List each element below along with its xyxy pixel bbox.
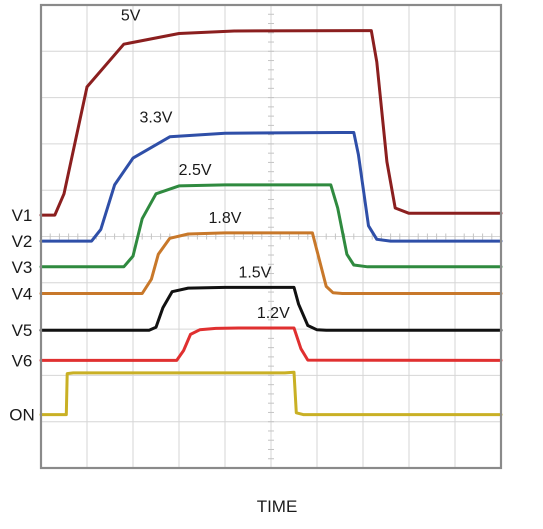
trace-v4 xyxy=(39,231,503,295)
voltage-annotation-v2: 3.3V xyxy=(140,110,173,127)
traces xyxy=(39,29,503,417)
trace-v1 xyxy=(39,29,503,217)
voltage-annotation-v1: 5V xyxy=(121,8,141,25)
trace-label-v4: V4 xyxy=(12,284,33,303)
plot-frame xyxy=(39,3,503,470)
trace-labels: V1 V2 V3 V4 V5 V6 ON xyxy=(9,206,35,424)
voltage-annotation-v5: 1.5V xyxy=(238,264,271,281)
trace-on xyxy=(39,370,503,417)
voltage-annotation-v6: 1.2V xyxy=(257,305,290,322)
trace-label-on: ON xyxy=(9,406,35,425)
voltage-annotation-v4: 1.8V xyxy=(209,210,242,227)
trace-label-v1: V1 xyxy=(12,206,33,225)
grid-ticks xyxy=(49,13,493,460)
trace-v2 xyxy=(39,131,503,243)
trace-v5 xyxy=(39,285,503,332)
x-axis-label: TIME xyxy=(257,497,298,516)
trace-label-v2: V2 xyxy=(12,232,33,251)
voltage-annotations: 5V 3.3V 2.5V 1.8V 1.5V 1.2V xyxy=(121,8,290,322)
trace-label-v5: V5 xyxy=(12,321,33,340)
trace-label-v3: V3 xyxy=(12,258,33,277)
trace-v3 xyxy=(39,183,503,269)
trace-label-v6: V6 xyxy=(12,351,33,370)
voltage-annotation-v3: 2.5V xyxy=(179,162,212,179)
trace-v6 xyxy=(39,326,503,362)
